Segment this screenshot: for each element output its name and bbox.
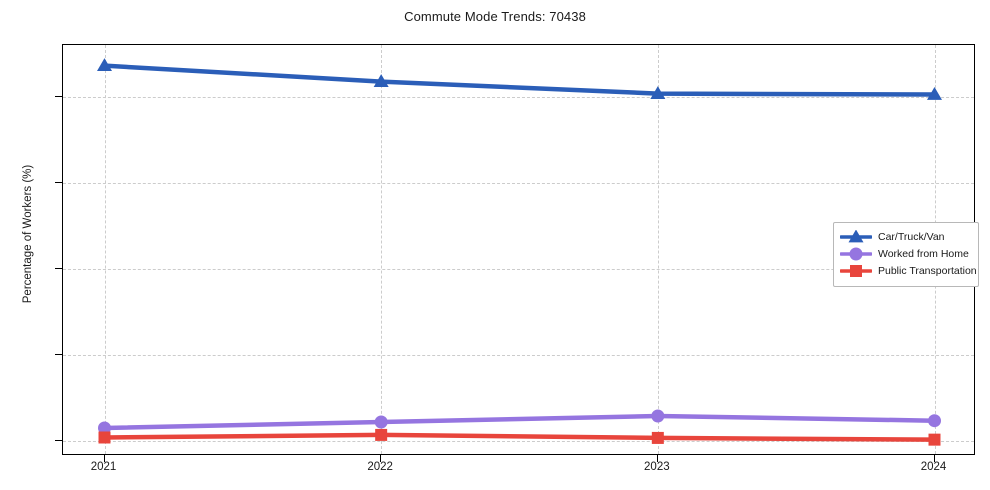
y-axis-label: Percentage of Workers (%)	[22, 164, 34, 304]
legend-swatch-triangle-icon	[839, 229, 873, 244]
data-point-marker	[374, 415, 388, 429]
legend-item: Worked from Home	[839, 246, 972, 262]
chart-title: Commute Mode Trends: 70438	[404, 9, 586, 24]
data-point-marker	[98, 421, 111, 435]
data-point-marker	[928, 433, 941, 446]
legend-label: Worked from Home	[878, 248, 969, 260]
data-point-marker	[373, 74, 389, 87]
data-point-marker	[98, 431, 111, 444]
gridline-vertical	[657, 45, 659, 454]
x-tick-label: 2024	[920, 461, 947, 473]
data-point-marker	[375, 428, 388, 441]
y-tick-mark	[55, 95, 62, 97]
data-point-marker	[97, 58, 112, 72]
gridline-vertical	[104, 45, 106, 454]
x-tick-mark	[380, 455, 382, 462]
legend-item: Public Transportation	[839, 263, 977, 279]
legend-swatch-circle-icon	[839, 247, 873, 261]
legend-label: Car/Truck/Van	[878, 231, 945, 243]
x-tick-label: 2022	[367, 461, 393, 473]
series-line	[102, 63, 937, 97]
plot-area	[62, 44, 975, 455]
series-line	[102, 432, 937, 442]
y-tick-mark	[55, 439, 62, 441]
gridline-horizontal	[63, 440, 974, 442]
data-point-marker	[651, 409, 665, 423]
data-point-marker	[927, 86, 942, 100]
data-point-marker	[928, 414, 941, 428]
series-layer	[97, 58, 942, 446]
gridline-horizontal	[63, 182, 974, 184]
x-tick-mark	[656, 455, 658, 462]
x-tick-label: 2023	[644, 461, 670, 473]
data-point-marker	[651, 431, 664, 444]
x-tick-label: 2021	[90, 461, 117, 473]
y-tick-mark	[55, 267, 62, 269]
y-tick-mark	[55, 353, 62, 355]
chart-legend: Car/Truck/Van Worked from Home Public Tran…	[833, 222, 979, 287]
data-point-marker	[650, 86, 666, 100]
x-tick-mark	[933, 455, 935, 462]
gridline-horizontal	[63, 96, 974, 98]
legend-swatch-square-icon	[839, 264, 873, 278]
gridline-horizontal	[63, 268, 974, 270]
series-line	[102, 413, 937, 431]
legend-label: Public Transportation	[878, 265, 977, 277]
series-2	[98, 428, 941, 446]
y-tick-mark	[55, 181, 62, 183]
x-tick-mark	[103, 455, 105, 462]
series-1	[98, 409, 941, 435]
gridline-horizontal	[63, 354, 974, 356]
gridline-vertical	[381, 45, 383, 454]
legend-item: Car/Truck/Van	[839, 229, 972, 245]
series-0	[97, 58, 942, 100]
